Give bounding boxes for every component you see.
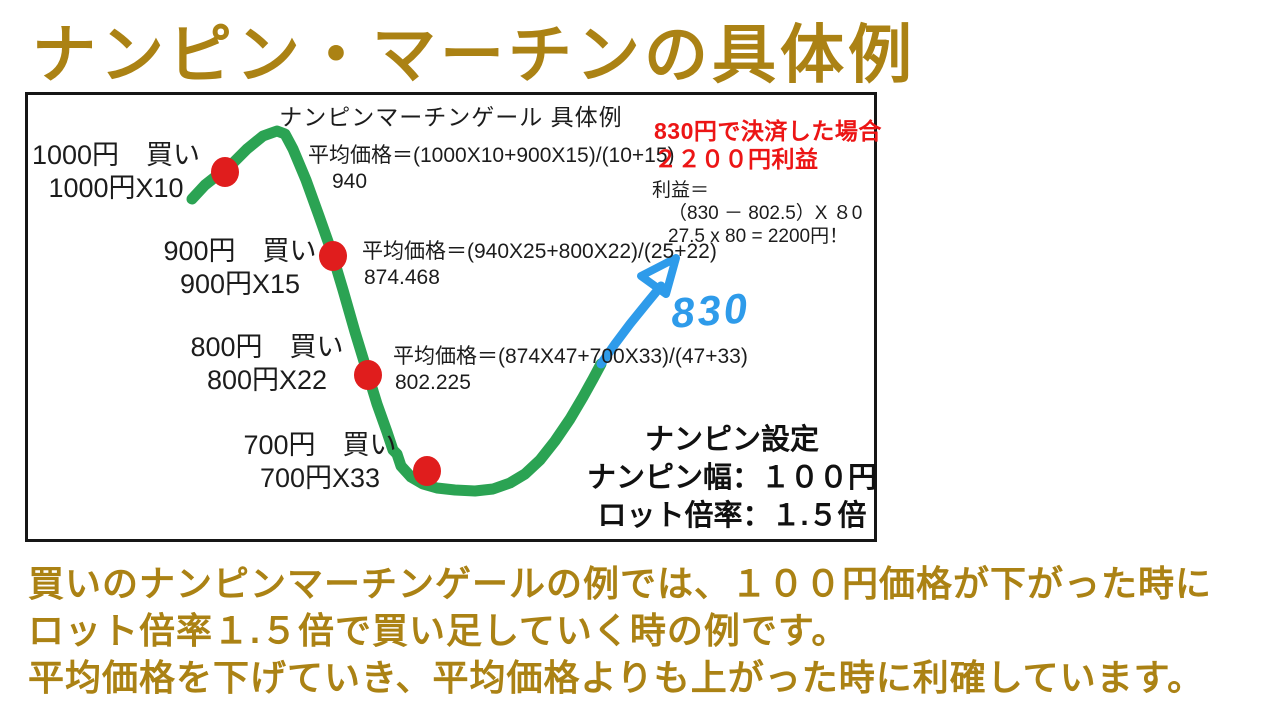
settlement-case: 830円で決済した場合 <box>654 118 882 144</box>
formula-line: 平均価格＝(874X47+700X33)/(47+33) <box>393 345 748 368</box>
formula-result: 802.225 <box>395 371 471 394</box>
formula-result: 940 <box>332 170 368 193</box>
explanation-line: 平均価格を下げていき、平均価格よりも上がった時に利確しています。 <box>28 657 1205 698</box>
buy-label-1000: 1000円 買い 1000円X10 <box>30 139 202 205</box>
nanpin-settings: ナンピン設定 ナンピン幅：１００円 ロット倍率：１.５倍 <box>573 421 891 535</box>
exit-arrow-line <box>596 281 666 369</box>
page-title: ナンピン・マーチンの具体例 <box>32 19 916 91</box>
buy-label-800: 800円 買い 800円X22 <box>181 331 353 397</box>
buy-size: 700円X33 <box>259 463 381 493</box>
buy-size: 1000円X10 <box>48 173 184 203</box>
buy-label-900: 900円 買い 900円X15 <box>154 235 326 301</box>
settings-width: ナンピン幅：１００円 <box>586 462 877 494</box>
avg-price-formula-3: 平均価格＝(874X47+700X33)/(47+33) 802.225 <box>393 344 748 396</box>
settings-multiplier: ロット倍率：１.５倍 <box>597 500 867 532</box>
diagram-title: ナンピンマーチンゲール 具体例 <box>279 104 623 130</box>
profit-calculation: 利益＝ （830 － 802.5）X ８0 27.5 x 80 = 2200円！ <box>652 179 862 248</box>
exit-arrow-head <box>637 254 680 298</box>
buy-price: 700円 買い <box>243 430 397 460</box>
calc-label: 利益＝ <box>652 180 710 201</box>
buy-dot-900 <box>319 241 347 271</box>
exit-price-annotation: 830 <box>669 284 752 337</box>
calc-line: 27.5 x 80 = 2200円！ <box>668 226 849 247</box>
buy-size: 800円X22 <box>206 365 328 395</box>
avg-price-formula-2: 平均価格＝(940X25+800X22)/(25+22) 874.468 <box>362 239 717 291</box>
buy-price: 900円 買い <box>163 236 317 266</box>
settings-title: ナンピン設定 <box>644 424 819 456</box>
price-line-green <box>186 125 607 497</box>
formula-line: 平均価格＝(940X25+800X22)/(25+22) <box>362 240 717 263</box>
buy-price: 800円 買い <box>190 332 344 362</box>
buy-price: 1000円 買い <box>31 140 201 170</box>
explanation-text: 買いのナンピンマーチンゲールの例では、１００円価格が下がった時に ロット倍率１.… <box>28 560 1272 701</box>
buy-size: 900円X15 <box>179 269 301 299</box>
formula-line: 平均価格＝(1000X10+900X15)/(10+15) <box>308 144 675 167</box>
avg-price-formula-1: 平均価格＝(1000X10+900X15)/(10+15) 940 <box>308 143 675 195</box>
buy-dot-1000 <box>211 157 239 187</box>
diagram-panel: ナンピンマーチンゲール 具体例 1000円 買い 1000円X10 900円 買… <box>25 92 881 542</box>
explanation-line: 買いのナンピンマーチンゲールの例では、１００円価格が下がった時に <box>28 563 1213 604</box>
buy-dot-800 <box>354 360 382 390</box>
calc-line: （830 － 802.5）X ８0 <box>668 203 863 224</box>
buy-label-700: 700円 買い 700円X33 <box>234 429 406 495</box>
settlement-profit: ２２００円利益 <box>654 146 819 172</box>
settlement-headline: 830円で決済した場合 ２２００円利益 <box>654 117 882 173</box>
explanation-line: ロット倍率１.５倍で買い足していく時の例です。 <box>28 610 849 651</box>
price-curve-canvas <box>186 125 680 497</box>
formula-result: 874.468 <box>364 266 440 289</box>
buy-dot-700 <box>413 456 441 486</box>
